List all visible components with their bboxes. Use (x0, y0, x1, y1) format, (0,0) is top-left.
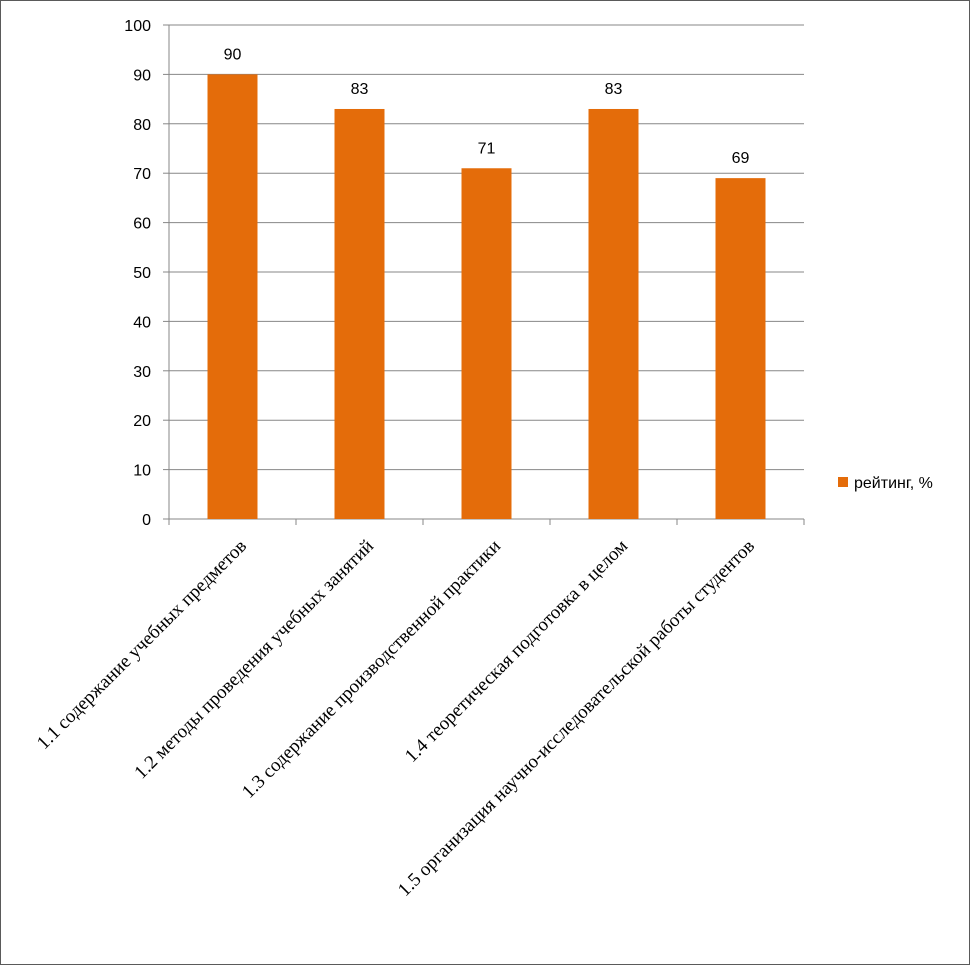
legend-swatch (838, 477, 848, 487)
bar (715, 178, 766, 519)
y-tick-label: 90 (133, 67, 151, 84)
y-tick-label: 30 (133, 364, 151, 381)
legend-label: рейтинг, % (854, 475, 933, 492)
y-tick-label: 100 (124, 18, 151, 35)
category-label: 1.4 теоретическая подготовка в целом (401, 536, 632, 767)
y-tick-label: 70 (133, 166, 151, 183)
data-label: 90 (224, 46, 242, 63)
data-label: 83 (351, 81, 369, 98)
category-label: 1.1 содержание учебных предметов (33, 536, 251, 754)
category-label: 1.3 содержание производственной практики (238, 536, 505, 803)
bar (334, 108, 385, 519)
y-tick-label: 40 (133, 314, 151, 331)
y-tick-label: 10 (133, 463, 151, 480)
bar (588, 108, 639, 519)
y-tick-label: 60 (133, 216, 151, 233)
y-tick-label: 20 (133, 413, 151, 430)
legend: рейтинг, % (838, 475, 933, 492)
data-label: 71 (478, 140, 496, 157)
bar (207, 74, 258, 520)
y-tick-label: 50 (133, 265, 151, 282)
data-label: 69 (732, 150, 750, 167)
y-tick-label: 80 (133, 117, 151, 134)
data-label: 83 (605, 81, 623, 98)
category-label: 1.2 методы проведения учебных занятий (130, 536, 378, 784)
axis-layer: 0 10 20 30 40 50 60 70 80 90 100 (124, 18, 805, 529)
data-label-layer: 90 83 71 83 69 (224, 46, 750, 167)
y-tick-label: 0 (142, 512, 151, 529)
bar-layer (207, 74, 766, 520)
bar (461, 168, 512, 519)
